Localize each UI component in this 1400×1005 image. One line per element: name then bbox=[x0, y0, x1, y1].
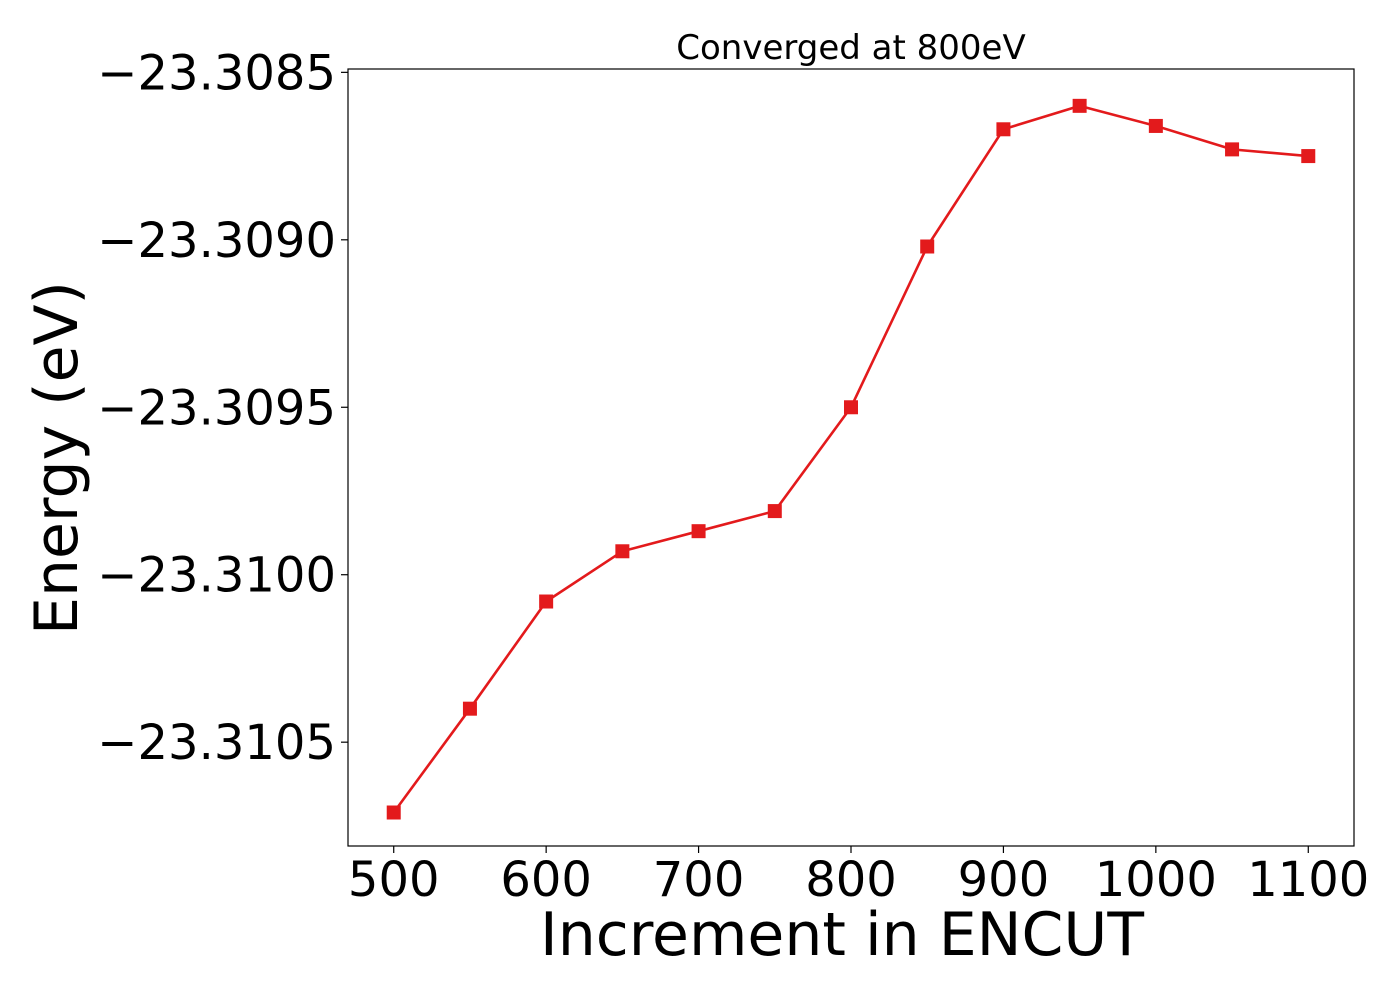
data-point-marker bbox=[386, 805, 401, 820]
data-point-marker bbox=[767, 504, 782, 519]
plot-frame bbox=[347, 68, 1355, 847]
chart-title: Converged at 800eV bbox=[676, 28, 1025, 68]
series-line bbox=[392, 104, 1309, 814]
x-tick-label: 1100 bbox=[1247, 852, 1369, 908]
y-tick-label: −23.3105 bbox=[97, 715, 336, 771]
data-point-marker bbox=[844, 400, 858, 415]
data-point-marker bbox=[462, 701, 477, 716]
y-tick-label: −23.3090 bbox=[97, 213, 336, 269]
data-point-marker bbox=[1072, 98, 1087, 113]
x-tick-label: 900 bbox=[958, 852, 1050, 908]
data-point-marker bbox=[920, 239, 935, 254]
plot-area: 500 600 700 800 900 1000 1100 −23.3085 −23.3090… bbox=[97, 45, 1369, 908]
data-point-marker bbox=[691, 524, 706, 539]
series-layer bbox=[386, 98, 1316, 820]
y-tick-label: −23.3095 bbox=[97, 380, 336, 436]
data-point-marker bbox=[1225, 142, 1240, 157]
x-tick-label: 1000 bbox=[1095, 852, 1217, 908]
y-axis-ticks: −23.3085 −23.3090 −23.3095 −23.3100 −23.3105 bbox=[97, 45, 348, 771]
x-axis-title: Increment in ENCUT bbox=[540, 900, 1144, 970]
data-point-marker bbox=[996, 122, 1011, 137]
y-tick-label: −23.3085 bbox=[97, 45, 336, 101]
y-axis-title: Energy (eV) bbox=[22, 281, 92, 635]
data-point-marker bbox=[1148, 118, 1163, 133]
data-point-marker bbox=[615, 544, 630, 559]
y-tick-label: −23.3100 bbox=[97, 548, 336, 604]
x-tick-label: 700 bbox=[653, 852, 745, 908]
x-tick-label: 600 bbox=[500, 852, 592, 908]
x-tick-label: 800 bbox=[805, 852, 897, 908]
x-axis-ticks: 500 600 700 800 900 1000 1100 bbox=[348, 846, 1369, 908]
data-point-marker bbox=[539, 594, 554, 609]
data-point-marker bbox=[1301, 149, 1316, 164]
x-tick-label: 500 bbox=[348, 852, 440, 908]
